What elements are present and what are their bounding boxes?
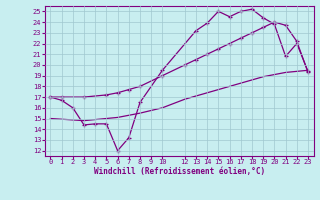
X-axis label: Windchill (Refroidissement éolien,°C): Windchill (Refroidissement éolien,°C) [94, 167, 265, 176]
